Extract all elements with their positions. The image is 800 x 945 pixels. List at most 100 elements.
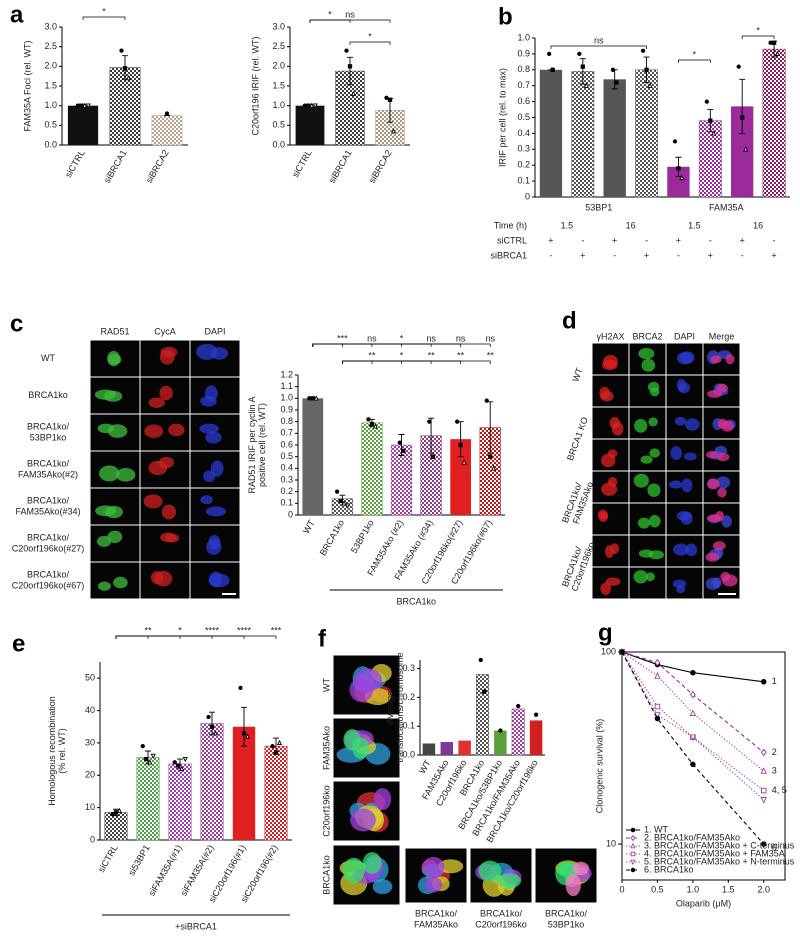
cell-signal bbox=[154, 570, 173, 587]
significance-label: ** bbox=[487, 350, 495, 360]
data-point bbox=[147, 759, 153, 765]
data-point bbox=[430, 454, 435, 459]
table-cell: - bbox=[709, 235, 712, 245]
bar bbox=[539, 69, 563, 197]
column-header: RAD51 bbox=[100, 326, 129, 336]
cell-signal bbox=[717, 487, 727, 498]
x-tick-label: WT bbox=[417, 758, 433, 776]
series-line bbox=[621, 651, 765, 791]
cell-signal bbox=[438, 859, 464, 874]
cell-signal bbox=[710, 355, 722, 364]
bar bbox=[200, 723, 224, 841]
significance-label: ns bbox=[367, 333, 377, 343]
data-point bbox=[244, 733, 251, 739]
table-cell: + bbox=[708, 250, 713, 260]
series-marker bbox=[760, 679, 767, 685]
tile-label: BRCA1ko/ bbox=[415, 908, 458, 918]
micrograph bbox=[628, 470, 667, 504]
y-tick-label: 0.9 bbox=[280, 404, 293, 414]
significance-bracket bbox=[309, 19, 351, 23]
bar bbox=[151, 115, 183, 146]
end-label: 6 bbox=[772, 842, 777, 852]
row-label: FAM35Ako(#2) bbox=[18, 469, 78, 479]
cell-signal bbox=[565, 873, 581, 897]
significance-label: *** bbox=[337, 333, 348, 343]
series-marker bbox=[690, 669, 696, 676]
data-point bbox=[610, 67, 616, 72]
cell-signal bbox=[601, 482, 618, 496]
series-marker bbox=[760, 767, 767, 774]
y-tick-label: 1.0 bbox=[517, 32, 530, 42]
cell-signal bbox=[648, 514, 661, 528]
data-point bbox=[176, 763, 181, 768]
significance-bracket bbox=[342, 360, 491, 364]
x-tick-label: 1.0 bbox=[687, 884, 700, 894]
cell-signal bbox=[160, 532, 177, 543]
data-point bbox=[182, 756, 188, 763]
x-tick-label: siFAM35A(#1) bbox=[147, 843, 184, 897]
significance-bracket bbox=[115, 635, 277, 639]
significance-bracket bbox=[741, 35, 775, 39]
y-tick-label: 0.0 bbox=[44, 139, 57, 149]
micrograph bbox=[139, 524, 191, 563]
cell-signal bbox=[637, 517, 651, 529]
x-tick-label: 2.0 bbox=[757, 884, 770, 894]
legend-label: 3. BRCA1ko/FAM35Ako + C-terminus bbox=[644, 840, 795, 850]
significance-bracket bbox=[678, 59, 711, 63]
cell-signal bbox=[352, 737, 370, 760]
data-point bbox=[334, 489, 340, 494]
cell-signal bbox=[115, 468, 136, 482]
series-marker bbox=[654, 715, 661, 722]
cell-signal bbox=[716, 476, 731, 489]
table-cell: - bbox=[581, 235, 584, 245]
data-point bbox=[140, 743, 145, 749]
x-tick-label: WT bbox=[301, 518, 317, 536]
table-cell: - bbox=[677, 250, 680, 260]
cell-signal bbox=[676, 378, 687, 392]
plot-frame bbox=[621, 651, 786, 881]
series-marker bbox=[654, 658, 661, 667]
data-point bbox=[647, 82, 653, 88]
y-tick-label: 2.0 bbox=[272, 61, 285, 71]
bar bbox=[458, 740, 471, 755]
data-point bbox=[270, 743, 275, 749]
table-cell: - bbox=[773, 235, 776, 245]
micrograph bbox=[189, 450, 241, 489]
data-point bbox=[345, 503, 351, 509]
micrograph bbox=[591, 566, 630, 600]
data-point bbox=[341, 500, 347, 506]
cell-signal bbox=[648, 550, 665, 560]
y-tick-label: 0.1 bbox=[402, 721, 415, 731]
legend-label: 1. WT bbox=[644, 824, 669, 834]
data-point bbox=[550, 67, 555, 72]
data-point bbox=[75, 103, 80, 108]
cell-signal bbox=[350, 808, 376, 832]
y-axis-label: Clonogenic survival (%) bbox=[594, 719, 604, 814]
legend-marker bbox=[630, 859, 636, 866]
cell-signal bbox=[721, 420, 734, 432]
y-tick-label: 1.0 bbox=[280, 393, 293, 403]
cell-signal bbox=[160, 346, 178, 358]
bar bbox=[494, 730, 507, 755]
data-point bbox=[372, 423, 379, 429]
column-header: BRCA2 bbox=[632, 331, 662, 341]
x-tick-label: siBRCA2 bbox=[144, 148, 171, 185]
group-label: 53BP1 bbox=[585, 202, 612, 212]
data-point bbox=[771, 40, 777, 45]
row-label: C20orf196ko bbox=[321, 785, 331, 837]
significance-bracket bbox=[82, 16, 126, 20]
y-tick-label: 0.7 bbox=[517, 80, 530, 90]
y-tick-label: 1.5 bbox=[272, 80, 285, 90]
x-tick-label: siCTRL bbox=[96, 843, 120, 874]
row-label: WT bbox=[41, 353, 55, 363]
column-header: γH2AX bbox=[596, 331, 624, 341]
y-axis-label: C20orf196 IRIF (rel. WT) bbox=[250, 36, 260, 135]
y-tick-label: 1.0 bbox=[44, 100, 57, 110]
y-tick-label: 0.7 bbox=[280, 428, 293, 438]
y-tick-label: 2.0 bbox=[44, 61, 57, 71]
row-label: 53BP1ko bbox=[30, 432, 67, 442]
cell-signal bbox=[196, 343, 218, 360]
cell-signal bbox=[720, 571, 731, 582]
cell-signal bbox=[107, 350, 120, 367]
cell-signal bbox=[372, 879, 393, 895]
